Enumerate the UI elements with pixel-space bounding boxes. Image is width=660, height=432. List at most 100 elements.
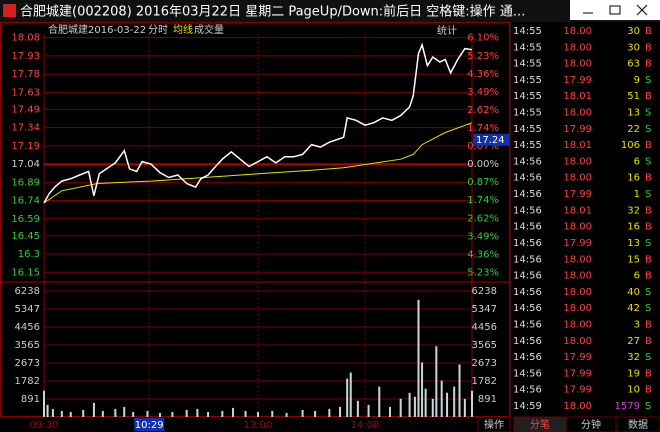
- trade-volume: 13: [627, 238, 640, 249]
- y-tick-label: 891: [21, 394, 40, 405]
- close[interactable]: [636, 4, 648, 16]
- trade-time: 14:56: [513, 189, 542, 200]
- volume-bar: [356, 400, 359, 417]
- trade-time: 14:56: [513, 385, 542, 396]
- trade-price: 18.01: [563, 205, 592, 216]
- trade-price: 17.99: [563, 385, 592, 396]
- trade-price: 18.00: [563, 287, 592, 298]
- trade-side: S: [645, 189, 651, 200]
- y2-tick-label: 4.36%: [467, 69, 499, 80]
- tab[interactable]: [615, 416, 660, 432]
- volume-bar: [378, 386, 381, 417]
- y-tick-label: 6238: [472, 286, 497, 297]
- vol-label: 成交量: [194, 23, 224, 36]
- volume-bar: [271, 410, 274, 417]
- trade-price: 18.00: [563, 156, 592, 167]
- trade-time: 14:55: [513, 91, 542, 102]
- title-bar: [0, 0, 660, 22]
- avg-label: 均线: [173, 23, 193, 36]
- trade-time: 14:55: [513, 42, 542, 53]
- volume-bar: [328, 408, 331, 417]
- trade-price: 18.00: [563, 336, 592, 347]
- volume-bar: [114, 408, 117, 417]
- trade-volume: 9: [634, 75, 640, 86]
- trade-side: B: [645, 205, 652, 216]
- tab-label[interactable]: 分钟: [581, 418, 601, 431]
- trade-time: 14:56: [513, 319, 542, 330]
- trade-time: 14:55: [513, 140, 542, 151]
- tab-label[interactable]: 操作: [484, 418, 504, 431]
- trade-price: 18.01: [563, 91, 592, 102]
- trade-volume: 1: [634, 189, 640, 200]
- trade-side: B: [645, 254, 652, 265]
- stats-button[interactable]: 统计: [437, 24, 457, 37]
- tab-label[interactable]: 数据: [628, 418, 648, 431]
- volume-bar: [232, 407, 235, 417]
- y-tick-label: 18.08: [11, 33, 40, 44]
- volume-bar: [417, 299, 420, 417]
- trade-time: 14:56: [513, 238, 542, 249]
- y-tick-label: 2673: [15, 358, 40, 369]
- y-tick-label: 3565: [15, 340, 40, 351]
- trade-volume: 32: [627, 205, 640, 216]
- trade-time: 14:56: [513, 303, 542, 314]
- volume-bar: [453, 386, 456, 417]
- series-line: [43, 42, 473, 204]
- volume-bar: [60, 410, 63, 417]
- trade-time: 14:56: [513, 368, 542, 379]
- volume-bar: [207, 411, 210, 417]
- volume-bar: [46, 404, 49, 417]
- trade-volume: 63: [627, 59, 640, 70]
- trade-time: 14:55: [513, 26, 542, 37]
- y-tick-label: 17.04: [11, 159, 40, 170]
- y-tick-label: 17.19: [11, 141, 40, 152]
- volume-bar: [69, 411, 72, 417]
- volume-bar: [285, 412, 288, 417]
- trade-time: 14:55: [513, 124, 542, 135]
- volume-bar: [458, 364, 461, 417]
- trade-time: 14:56: [513, 254, 542, 265]
- y2-tick-label: 0.00%: [467, 159, 499, 170]
- trade-side: S: [645, 287, 651, 298]
- y-tick-label: 2673: [472, 358, 497, 369]
- trade-volume: 16: [627, 173, 640, 184]
- volume-bar: [408, 392, 411, 417]
- volume-bar: [301, 409, 304, 417]
- volume-bar: [431, 398, 434, 417]
- tab[interactable]: [477, 416, 511, 432]
- y2-tick-label: 2.62%: [467, 105, 499, 116]
- volume-bar: [171, 411, 174, 417]
- trade-volume: 1579: [615, 401, 640, 412]
- trade-price: 17.99: [563, 189, 592, 200]
- y2-tick-label: 0.87%: [467, 141, 499, 152]
- trade-volume: 3: [634, 319, 640, 330]
- chart-date: 2016-03-22: [88, 25, 146, 36]
- volume-bar: [51, 408, 54, 417]
- trade-time: 14:56: [513, 173, 542, 184]
- window-title: 合肥城建(002208) 2016年03月22日 星期二 PageUp/Down…: [20, 4, 525, 20]
- tab-label[interactable]: 分笔: [530, 418, 550, 431]
- maximize[interactable]: [609, 5, 621, 15]
- y-tick-label: 891: [478, 394, 497, 405]
- trade-price: 18.00: [563, 401, 592, 412]
- y2-tick-label: 5.23%: [467, 267, 499, 278]
- trade-price: 17.99: [563, 368, 592, 379]
- window-buttons[interactable]: [570, 0, 660, 20]
- trade-time: 14:59: [513, 401, 542, 412]
- trade-time: 14:56: [513, 336, 542, 347]
- y-tick-label: 17.34: [11, 123, 40, 134]
- trade-price: 18.00: [563, 222, 592, 233]
- volume-bar: [424, 388, 427, 417]
- trade-price: 18.00: [563, 42, 592, 53]
- trade-time: 14:56: [513, 352, 542, 363]
- y2-tick-label: 1.74%: [467, 123, 499, 134]
- trade-volume: 106: [621, 140, 640, 151]
- trade-side: B: [645, 59, 652, 70]
- volume-bar: [92, 402, 95, 417]
- trade-volume: 27: [627, 336, 640, 347]
- trade-side: B: [645, 42, 652, 53]
- y-tick-label: 1782: [472, 376, 497, 387]
- trade-price: 18.00: [563, 319, 592, 330]
